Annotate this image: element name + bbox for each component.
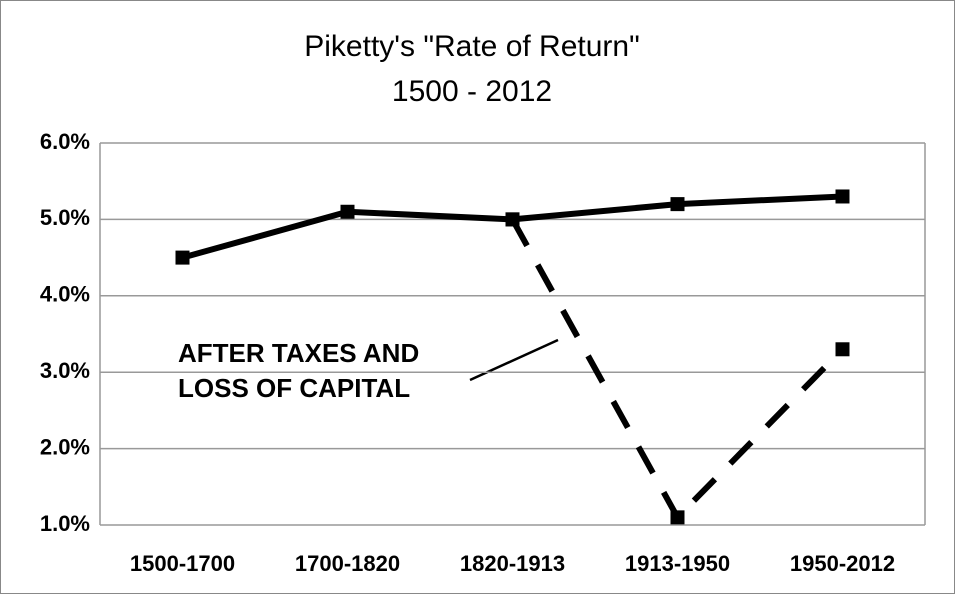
y-tick-label: 3.0% — [40, 358, 90, 383]
y-tick-label: 2.0% — [40, 434, 90, 459]
chart-subtitle: 1500 - 2012 — [392, 75, 552, 108]
y-tick-label: 1.0% — [40, 511, 90, 536]
marker — [835, 189, 850, 204]
marker — [670, 510, 685, 525]
chart-title: Piketty's "Rate of Return" — [304, 30, 640, 63]
x-tick-label: 1500-1700 — [130, 551, 235, 576]
annotation-pointer — [469, 338, 559, 382]
y-tick-label: 6.0% — [40, 129, 90, 154]
marker — [835, 342, 850, 357]
x-tick-label: 1700-1820 — [295, 551, 400, 576]
y-tick-label: 5.0% — [40, 205, 90, 230]
annotation: AFTER TAXES AND — [178, 338, 419, 368]
x-tick-label: 1913-1950 — [625, 551, 730, 576]
marker — [505, 212, 520, 227]
marker — [175, 250, 190, 265]
x-tick-label: 1950-2012 — [790, 551, 895, 576]
x-tick-label: 1820-1913 — [460, 551, 565, 576]
marker — [670, 197, 685, 212]
y-tick-label: 4.0% — [40, 282, 90, 307]
marker — [340, 204, 355, 219]
annotation: LOSS OF CAPITAL — [178, 373, 410, 403]
